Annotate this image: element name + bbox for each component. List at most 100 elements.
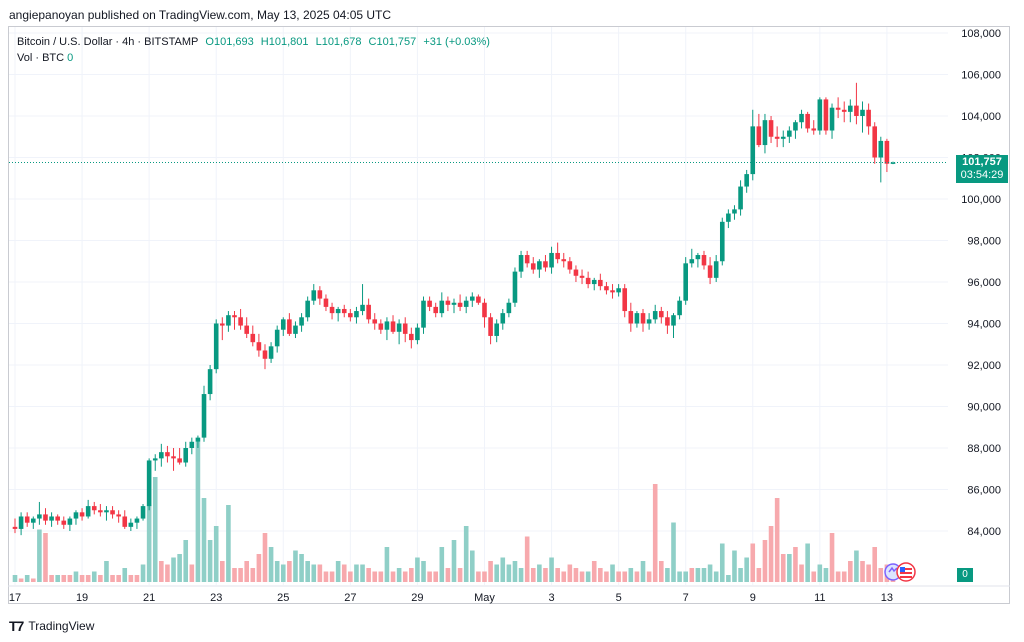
candle-body — [354, 311, 359, 318]
candle-body — [530, 263, 536, 270]
candle-body — [616, 288, 621, 293]
candle-body — [579, 275, 585, 278]
candle-body — [799, 113, 804, 123]
volume-bar — [622, 571, 628, 582]
volume-bar — [512, 561, 518, 582]
chart-frame — [8, 26, 1010, 604]
volume-bar — [49, 575, 54, 582]
candle-body — [469, 296, 475, 301]
candle-body — [659, 311, 664, 318]
candle-body — [409, 333, 414, 341]
candle-body — [274, 329, 280, 347]
volume-bar — [201, 498, 207, 582]
volume-bar — [610, 564, 615, 582]
volume-bar — [659, 561, 664, 582]
symbol-label[interactable]: Bitcoin / U.S. Dollar · 4h · BITSTAMP — [17, 36, 199, 48]
tradingview-brand[interactable]: T7 TradingView — [9, 618, 94, 634]
volume-bar — [262, 533, 268, 582]
volume-bar — [220, 561, 225, 582]
candle-body — [451, 302, 457, 305]
volume-bar — [317, 564, 323, 582]
volume-bar — [579, 571, 585, 582]
volume-bar — [732, 550, 737, 582]
volume-bar — [787, 554, 792, 582]
volume-bar — [555, 568, 560, 582]
volume-bar — [543, 568, 548, 582]
volume-bar — [67, 575, 73, 582]
volume-bar — [378, 571, 384, 582]
volume-bar — [366, 568, 371, 582]
y-tick-label: 106,000 — [961, 70, 1001, 82]
volume-bar — [427, 571, 432, 582]
candle-body — [744, 174, 749, 187]
volume-bar — [756, 568, 762, 582]
candle-body — [98, 510, 103, 513]
candle-body — [311, 290, 317, 301]
candle-body — [24, 516, 30, 523]
volume-bar — [98, 575, 103, 582]
candle-body — [146, 460, 152, 507]
volume-bar — [494, 564, 499, 582]
candle-body — [122, 516, 128, 527]
volume-bar — [250, 568, 256, 582]
volume-bar — [726, 575, 731, 582]
volume-bar — [146, 505, 152, 582]
volume-bar — [85, 575, 91, 582]
volume-bar — [274, 561, 280, 582]
volume-label[interactable]: Vol · BTC — [17, 52, 65, 64]
y-tick-label: 94,000 — [967, 319, 1001, 331]
candle-body — [213, 323, 219, 370]
candle-body — [841, 109, 847, 112]
volume-bar — [482, 571, 487, 582]
candle-body — [890, 162, 896, 164]
volume-bar — [30, 578, 36, 582]
candle-body — [805, 113, 810, 129]
volume-bar — [823, 568, 829, 582]
candle-body — [43, 514, 48, 521]
candle-body — [604, 286, 609, 291]
y-tick-label: 100,000 — [961, 194, 1001, 206]
candle-body — [677, 300, 682, 316]
volume-bar — [598, 568, 603, 582]
close-value: C101,757 — [368, 36, 417, 48]
candle-body — [634, 313, 640, 324]
candle-body — [884, 140, 890, 164]
x-tick-label: 5 — [616, 592, 622, 604]
candle-body — [293, 325, 298, 334]
candle-body — [232, 315, 237, 318]
volume-bar — [341, 564, 347, 582]
change-value: +31 (+0.03%) — [423, 36, 490, 48]
candle-body — [585, 277, 591, 285]
candle-body — [537, 261, 542, 270]
volume-bar — [171, 557, 176, 582]
volume-bar — [104, 561, 109, 582]
candle-body — [494, 323, 499, 336]
candle-body — [226, 315, 231, 326]
candle-body — [543, 261, 548, 268]
candle-body — [61, 520, 67, 525]
candle-body — [140, 506, 146, 519]
volume-bar — [384, 547, 390, 582]
brand-name: TradingView — [28, 619, 95, 633]
candle-body — [689, 259, 695, 264]
candle-body — [482, 302, 487, 318]
candle-body — [695, 255, 701, 260]
candle-body — [610, 290, 615, 293]
volume-bar — [140, 564, 146, 582]
candle-body — [500, 313, 506, 324]
volume-bar — [634, 571, 640, 582]
candle-body — [67, 518, 73, 525]
volume-bar — [348, 571, 353, 582]
candle-body — [823, 99, 829, 131]
candle-body — [476, 296, 481, 303]
event-flags-icon[interactable] — [884, 561, 918, 583]
candle-body — [652, 311, 658, 320]
volume-bar — [232, 568, 237, 582]
candle-body — [707, 265, 713, 278]
candle-body — [738, 186, 743, 210]
candle-body — [116, 514, 121, 517]
volume-bar — [805, 543, 810, 582]
candle-body — [201, 394, 207, 438]
volume-bar — [695, 568, 701, 582]
